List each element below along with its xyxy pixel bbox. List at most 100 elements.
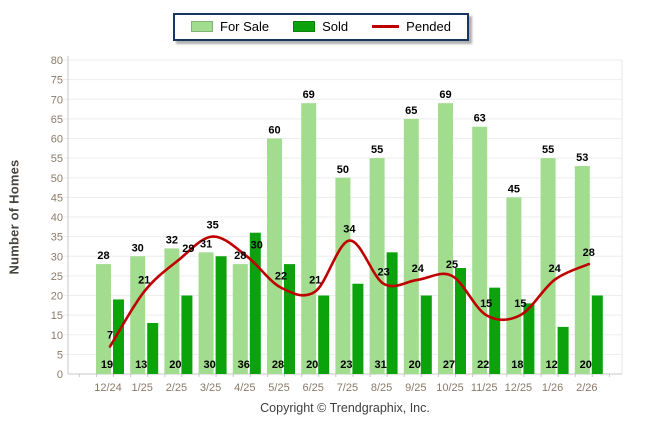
pended-value-label: 15 — [480, 298, 492, 310]
x-axis-tick-label: 5/25 — [268, 382, 289, 394]
for-sale-bar — [164, 248, 180, 374]
sold-value-label: 23 — [340, 359, 352, 371]
y-axis-tick-label: 30 — [51, 251, 63, 263]
x-axis-tick-label: 6/25 — [302, 382, 323, 394]
pended-line-swatch-icon — [372, 25, 400, 28]
pended-value-label: 35 — [206, 220, 218, 232]
legend: For Sale Sold Pended — [173, 13, 469, 41]
sold-value-label: 27 — [443, 359, 455, 371]
for-sale-value-label: 60 — [268, 125, 280, 137]
for-sale-bar — [96, 264, 111, 374]
for-sale-bar — [472, 126, 488, 374]
for-sale-value-label: 30 — [132, 242, 144, 254]
x-axis-tick-label: 8/25 — [371, 382, 392, 394]
for-sale-bar — [574, 165, 590, 374]
for-sale-bar — [301, 103, 317, 375]
x-axis-tick-label: 4/25 — [234, 382, 255, 394]
pended-value-label: 28 — [583, 247, 595, 259]
legend-item-sold: Sold — [293, 19, 348, 34]
y-axis-tick-label: 10 — [51, 330, 63, 342]
for-sale-value-label: 31 — [200, 238, 212, 250]
x-axis-tick-label: 12/25 — [505, 382, 533, 394]
for-sale-bar — [403, 118, 419, 374]
sold-bar — [147, 322, 159, 374]
y-axis-tick-label: 60 — [51, 134, 63, 146]
y-axis-tick-label: 50 — [51, 173, 63, 185]
sold-bar — [284, 264, 295, 374]
for-sale-value-label: 45 — [508, 183, 520, 195]
for-sale-bar — [130, 256, 146, 374]
pended-value-label: 23 — [377, 267, 389, 279]
sold-bar — [420, 295, 432, 374]
sold-bar — [386, 252, 398, 374]
for-sale-value-label: 69 — [439, 89, 451, 101]
legend-label-pended: Pended — [406, 19, 451, 34]
legend-item-for-sale: For Sale — [191, 19, 269, 34]
sold-bar — [352, 283, 364, 374]
sold-value-label: 30 — [203, 359, 215, 371]
legend-item-pended: Pended — [372, 19, 451, 34]
y-axis-tick-label: 55 — [51, 153, 63, 165]
copyright-text: Copyright © Trendgraphix, Inc. — [260, 401, 430, 415]
pended-value-label: 21 — [138, 275, 150, 287]
sold-bar — [113, 299, 124, 374]
x-axis-tick-label: 2/26 — [576, 382, 597, 394]
sold-bar — [591, 295, 603, 374]
sold-bar — [489, 287, 501, 374]
sold-value-label: 22 — [477, 359, 489, 371]
pended-value-label: 29 — [182, 243, 194, 255]
pended-value-label: 7 — [107, 330, 113, 342]
legend-label-sold: Sold — [322, 19, 349, 34]
y-axis-tick-label: 40 — [51, 212, 63, 224]
pended-value-label: 22 — [275, 271, 287, 283]
for-sale-value-label: 28 — [97, 250, 109, 262]
pended-value-label: 34 — [343, 224, 356, 236]
for-sale-value-label: 65 — [405, 105, 417, 117]
x-axis-tick-label: 7/25 — [337, 382, 358, 394]
sold-bar — [523, 303, 535, 374]
sold-value-label: 13 — [135, 359, 147, 371]
for-sale-bar — [506, 197, 522, 374]
x-axis-tick-label: 1/25 — [131, 382, 152, 394]
y-axis-tick-label: 25 — [51, 271, 63, 283]
for-sale-bar — [232, 264, 248, 374]
y-axis-tick-label: 75 — [51, 75, 63, 87]
for-sale-value-label: 32 — [166, 234, 178, 246]
pended-value-label: 30 — [251, 239, 263, 251]
x-axis-tick-label: 1/26 — [542, 382, 563, 394]
sold-value-label: 20 — [306, 359, 318, 371]
for-sale-swatch-icon — [191, 21, 213, 32]
x-axis-tick-label: 2/25 — [166, 382, 187, 394]
sold-value-label: 28 — [272, 359, 284, 371]
for-sale-value-label: 55 — [542, 144, 554, 156]
y-axis-tick-label: 0 — [57, 369, 63, 381]
sold-bar — [455, 268, 466, 374]
y-axis-tick-label: 5 — [57, 349, 63, 361]
sold-bar — [249, 232, 261, 374]
x-axis-tick-label: 3/25 — [200, 382, 221, 394]
sold-value-label: 19 — [101, 359, 113, 371]
for-sale-value-label: 50 — [337, 164, 349, 176]
sold-bar — [318, 295, 330, 374]
for-sale-value-label: 53 — [576, 152, 588, 164]
sold-value-label: 18 — [511, 359, 523, 371]
sold-value-label: 20 — [169, 359, 181, 371]
sold-bar — [215, 256, 227, 374]
for-sale-value-label: 55 — [371, 144, 383, 156]
pended-value-label: 24 — [412, 263, 425, 275]
for-sale-bar — [369, 158, 385, 374]
for-sale-value-label: 69 — [303, 89, 315, 101]
for-sale-value-label: 63 — [474, 113, 486, 125]
pended-value-label: 25 — [446, 259, 458, 271]
sold-value-label: 20 — [580, 359, 592, 371]
y-axis-tick-label: 70 — [51, 94, 63, 106]
pended-value-label: 21 — [309, 275, 321, 287]
x-axis-tick-label: 10/25 — [436, 382, 464, 394]
pended-value-label: 24 — [548, 263, 561, 275]
for-sale-bar — [267, 138, 282, 374]
sold-value-label: 31 — [374, 359, 386, 371]
y-axis-tick-label: 45 — [51, 192, 63, 204]
for-sale-bar — [438, 103, 453, 375]
